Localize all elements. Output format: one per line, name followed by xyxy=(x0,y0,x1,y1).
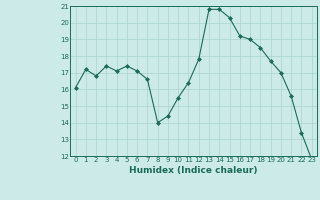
X-axis label: Humidex (Indice chaleur): Humidex (Indice chaleur) xyxy=(129,166,258,175)
